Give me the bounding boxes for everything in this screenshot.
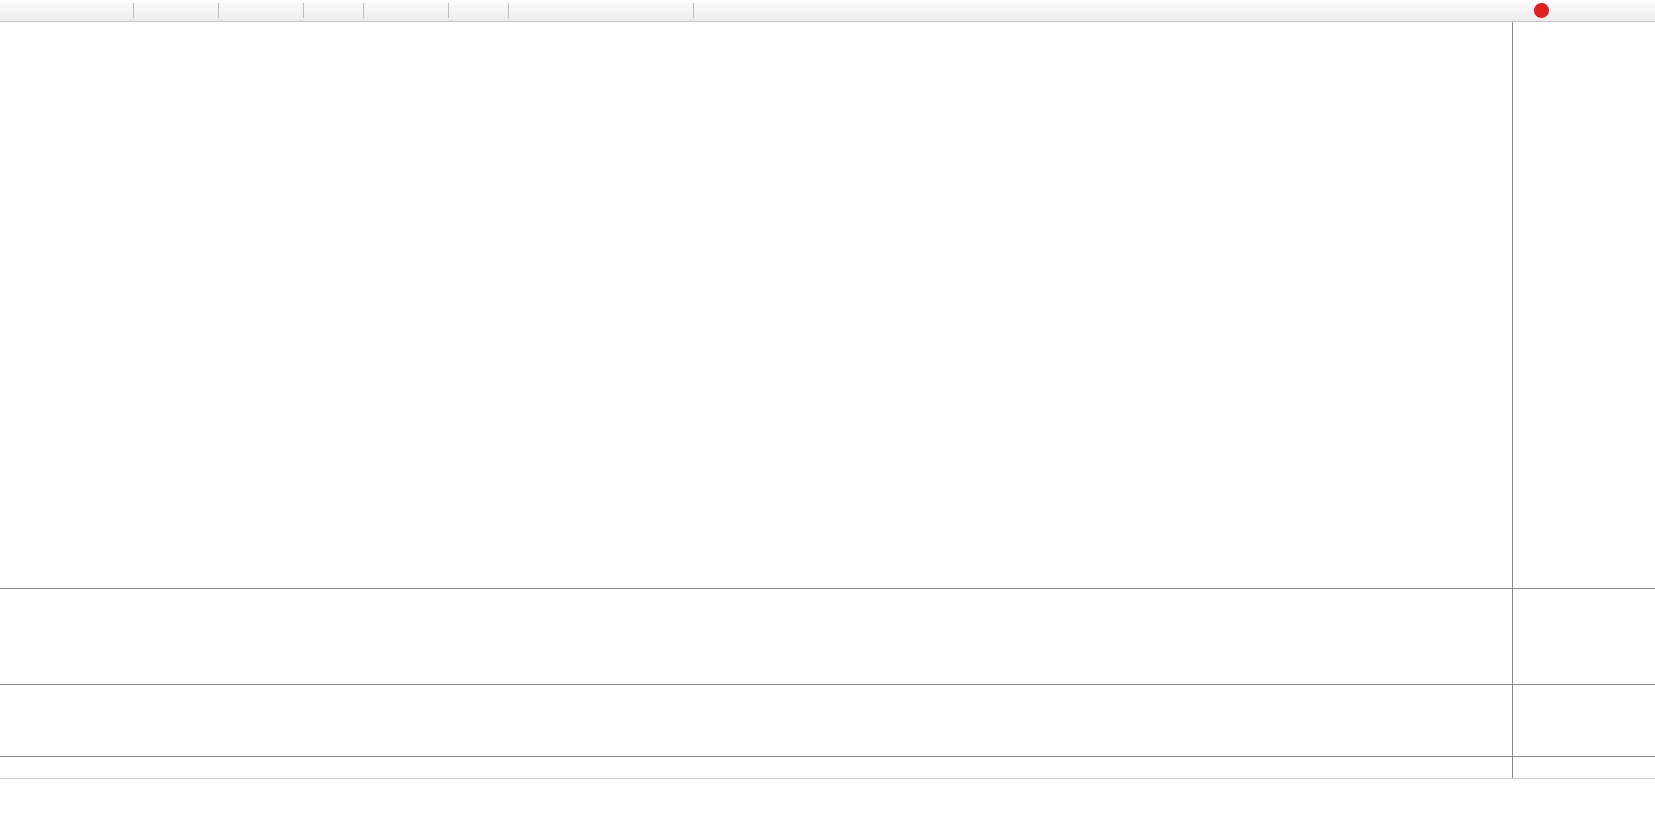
toolbar — [0, 0, 1655, 22]
auto-scroll-button[interactable] — [309, 2, 333, 20]
cursor-button[interactable] — [454, 2, 478, 20]
new-order-button[interactable] — [4, 2, 28, 20]
price-axis — [1512, 22, 1655, 778]
zoom-in-button[interactable] — [224, 2, 248, 20]
main-price-chart[interactable] — [0, 22, 1512, 588]
crosshair-button[interactable] — [479, 2, 503, 20]
rsi-indicator-chart[interactable] — [0, 685, 1512, 756]
horizontal-line-button[interactable] — [539, 2, 563, 20]
expert-advisors-button[interactable] — [29, 2, 53, 20]
zoom-out-button[interactable] — [249, 2, 273, 20]
panel-separator[interactable] — [0, 684, 1655, 685]
chart-shift-button[interactable] — [334, 2, 358, 20]
fibonacci-button[interactable] — [614, 2, 638, 20]
toolbar-separator — [133, 3, 134, 18]
text-tool-button[interactable] — [639, 2, 663, 20]
templates-button[interactable] — [419, 2, 443, 20]
bar-chart-button[interactable] — [139, 2, 163, 20]
time-axis — [0, 757, 1512, 778]
notification-badge[interactable] — [1534, 3, 1549, 18]
vertical-line-button[interactable] — [514, 2, 538, 20]
toolbar-separator — [508, 3, 509, 18]
macd-header — [5, 592, 20, 604]
toolbar-separator — [303, 3, 304, 18]
line-chart-button[interactable] — [189, 2, 213, 20]
macd-indicator-chart[interactable] — [0, 589, 1512, 684]
panel-separator[interactable] — [0, 588, 1655, 589]
tile-windows-button[interactable] — [274, 2, 298, 20]
toolbar-separator — [218, 3, 219, 18]
toolbar-separator — [363, 3, 364, 18]
toolbar-separator — [693, 3, 694, 18]
market-watch-button[interactable] — [54, 2, 78, 20]
toolbar-separator — [448, 3, 449, 18]
periods-button[interactable] — [394, 2, 418, 20]
navigator-button[interactable] — [79, 2, 103, 20]
arrows-tool-button[interactable] — [664, 2, 688, 20]
trendline-button[interactable] — [564, 2, 588, 20]
panel-separator — [0, 756, 1655, 757]
candle-chart-button[interactable] — [164, 2, 188, 20]
channel-button[interactable] — [589, 2, 613, 20]
window-bottom-border — [0, 778, 1655, 779]
indicators-button[interactable] — [369, 2, 393, 20]
rsi-header — [5, 688, 15, 700]
autotrade-button[interactable] — [104, 2, 128, 20]
